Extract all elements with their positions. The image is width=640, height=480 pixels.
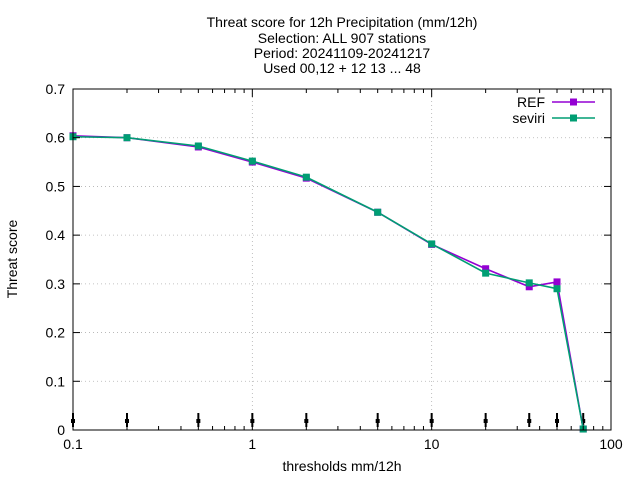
- threshold-marker-point: [429, 419, 434, 423]
- y-tick-label: 0.1: [46, 373, 66, 389]
- chart-title: Threat score for 12h Precipitation (mm/1…: [207, 14, 478, 76]
- y-tick-label: 0.2: [46, 325, 66, 341]
- threshold-marker-point: [304, 419, 309, 423]
- title-line-2: Selection: ALL 907 stations: [258, 30, 426, 46]
- y-tick-label: 0: [57, 422, 65, 438]
- threshold-marker-point: [196, 419, 201, 423]
- series-line-seviri: [72, 135, 585, 430]
- grid-lines: [73, 89, 611, 430]
- title-line-4: Used 00,12 + 12 13 ... 48: [263, 60, 421, 76]
- title-line-3: Period: 20241109-20241217: [254, 45, 431, 61]
- data-point-seviri: [553, 285, 561, 293]
- threshold-marker-point: [250, 419, 255, 423]
- y-tick-label: 0.4: [46, 227, 66, 243]
- threshold-marker-point: [555, 419, 560, 423]
- x-axis-label: thresholds mm/12h: [282, 458, 401, 474]
- threshold-marker-point: [581, 419, 586, 423]
- legend-marker-seviri: [570, 114, 577, 122]
- x-tick-label: 10: [424, 436, 440, 452]
- threshold-marker-point: [124, 419, 129, 423]
- legend-label-seviri: seviri: [512, 110, 545, 126]
- y-tick-label: 0.5: [46, 178, 66, 194]
- data-point-seviri: [374, 208, 382, 216]
- data-point-seviri: [525, 279, 533, 287]
- plot-frame: [72, 88, 612, 431]
- data-point-seviri: [428, 240, 436, 248]
- threshold-marker-point: [483, 419, 488, 423]
- x-tick-label: 100: [599, 436, 623, 452]
- x-tick-label: 1: [248, 436, 256, 452]
- series-line-ref: [72, 134, 585, 430]
- y-tick-label: 0.3: [46, 276, 66, 292]
- data-point-seviri: [482, 269, 490, 277]
- data-point-seviri: [194, 142, 202, 150]
- data-point-seviri: [123, 134, 131, 142]
- x-tick-label: 0.1: [63, 436, 83, 452]
- threshold-marker-point: [527, 419, 532, 423]
- threshold-marker-point: [375, 419, 380, 423]
- data-point-seviri: [248, 157, 256, 165]
- threshold-markers: [71, 413, 586, 427]
- data-point-ref: [553, 278, 561, 286]
- legend-label-ref: REF: [517, 94, 545, 110]
- legend-marker-ref: [570, 98, 577, 106]
- data-point-seviri: [302, 173, 310, 181]
- data-point-ref: [525, 283, 533, 291]
- series-layer: [69, 132, 587, 433]
- title-line-1: Threat score for 12h Precipitation (mm/1…: [207, 14, 478, 30]
- axes: 00.10.20.30.40.50.60.70.1 1 10 100: [46, 81, 623, 452]
- y-tick-label: 0.7: [46, 81, 66, 97]
- y-tick-label: 0.6: [46, 130, 66, 146]
- data-point-ref: [482, 265, 490, 273]
- y-axis-label: Threat score: [4, 219, 20, 298]
